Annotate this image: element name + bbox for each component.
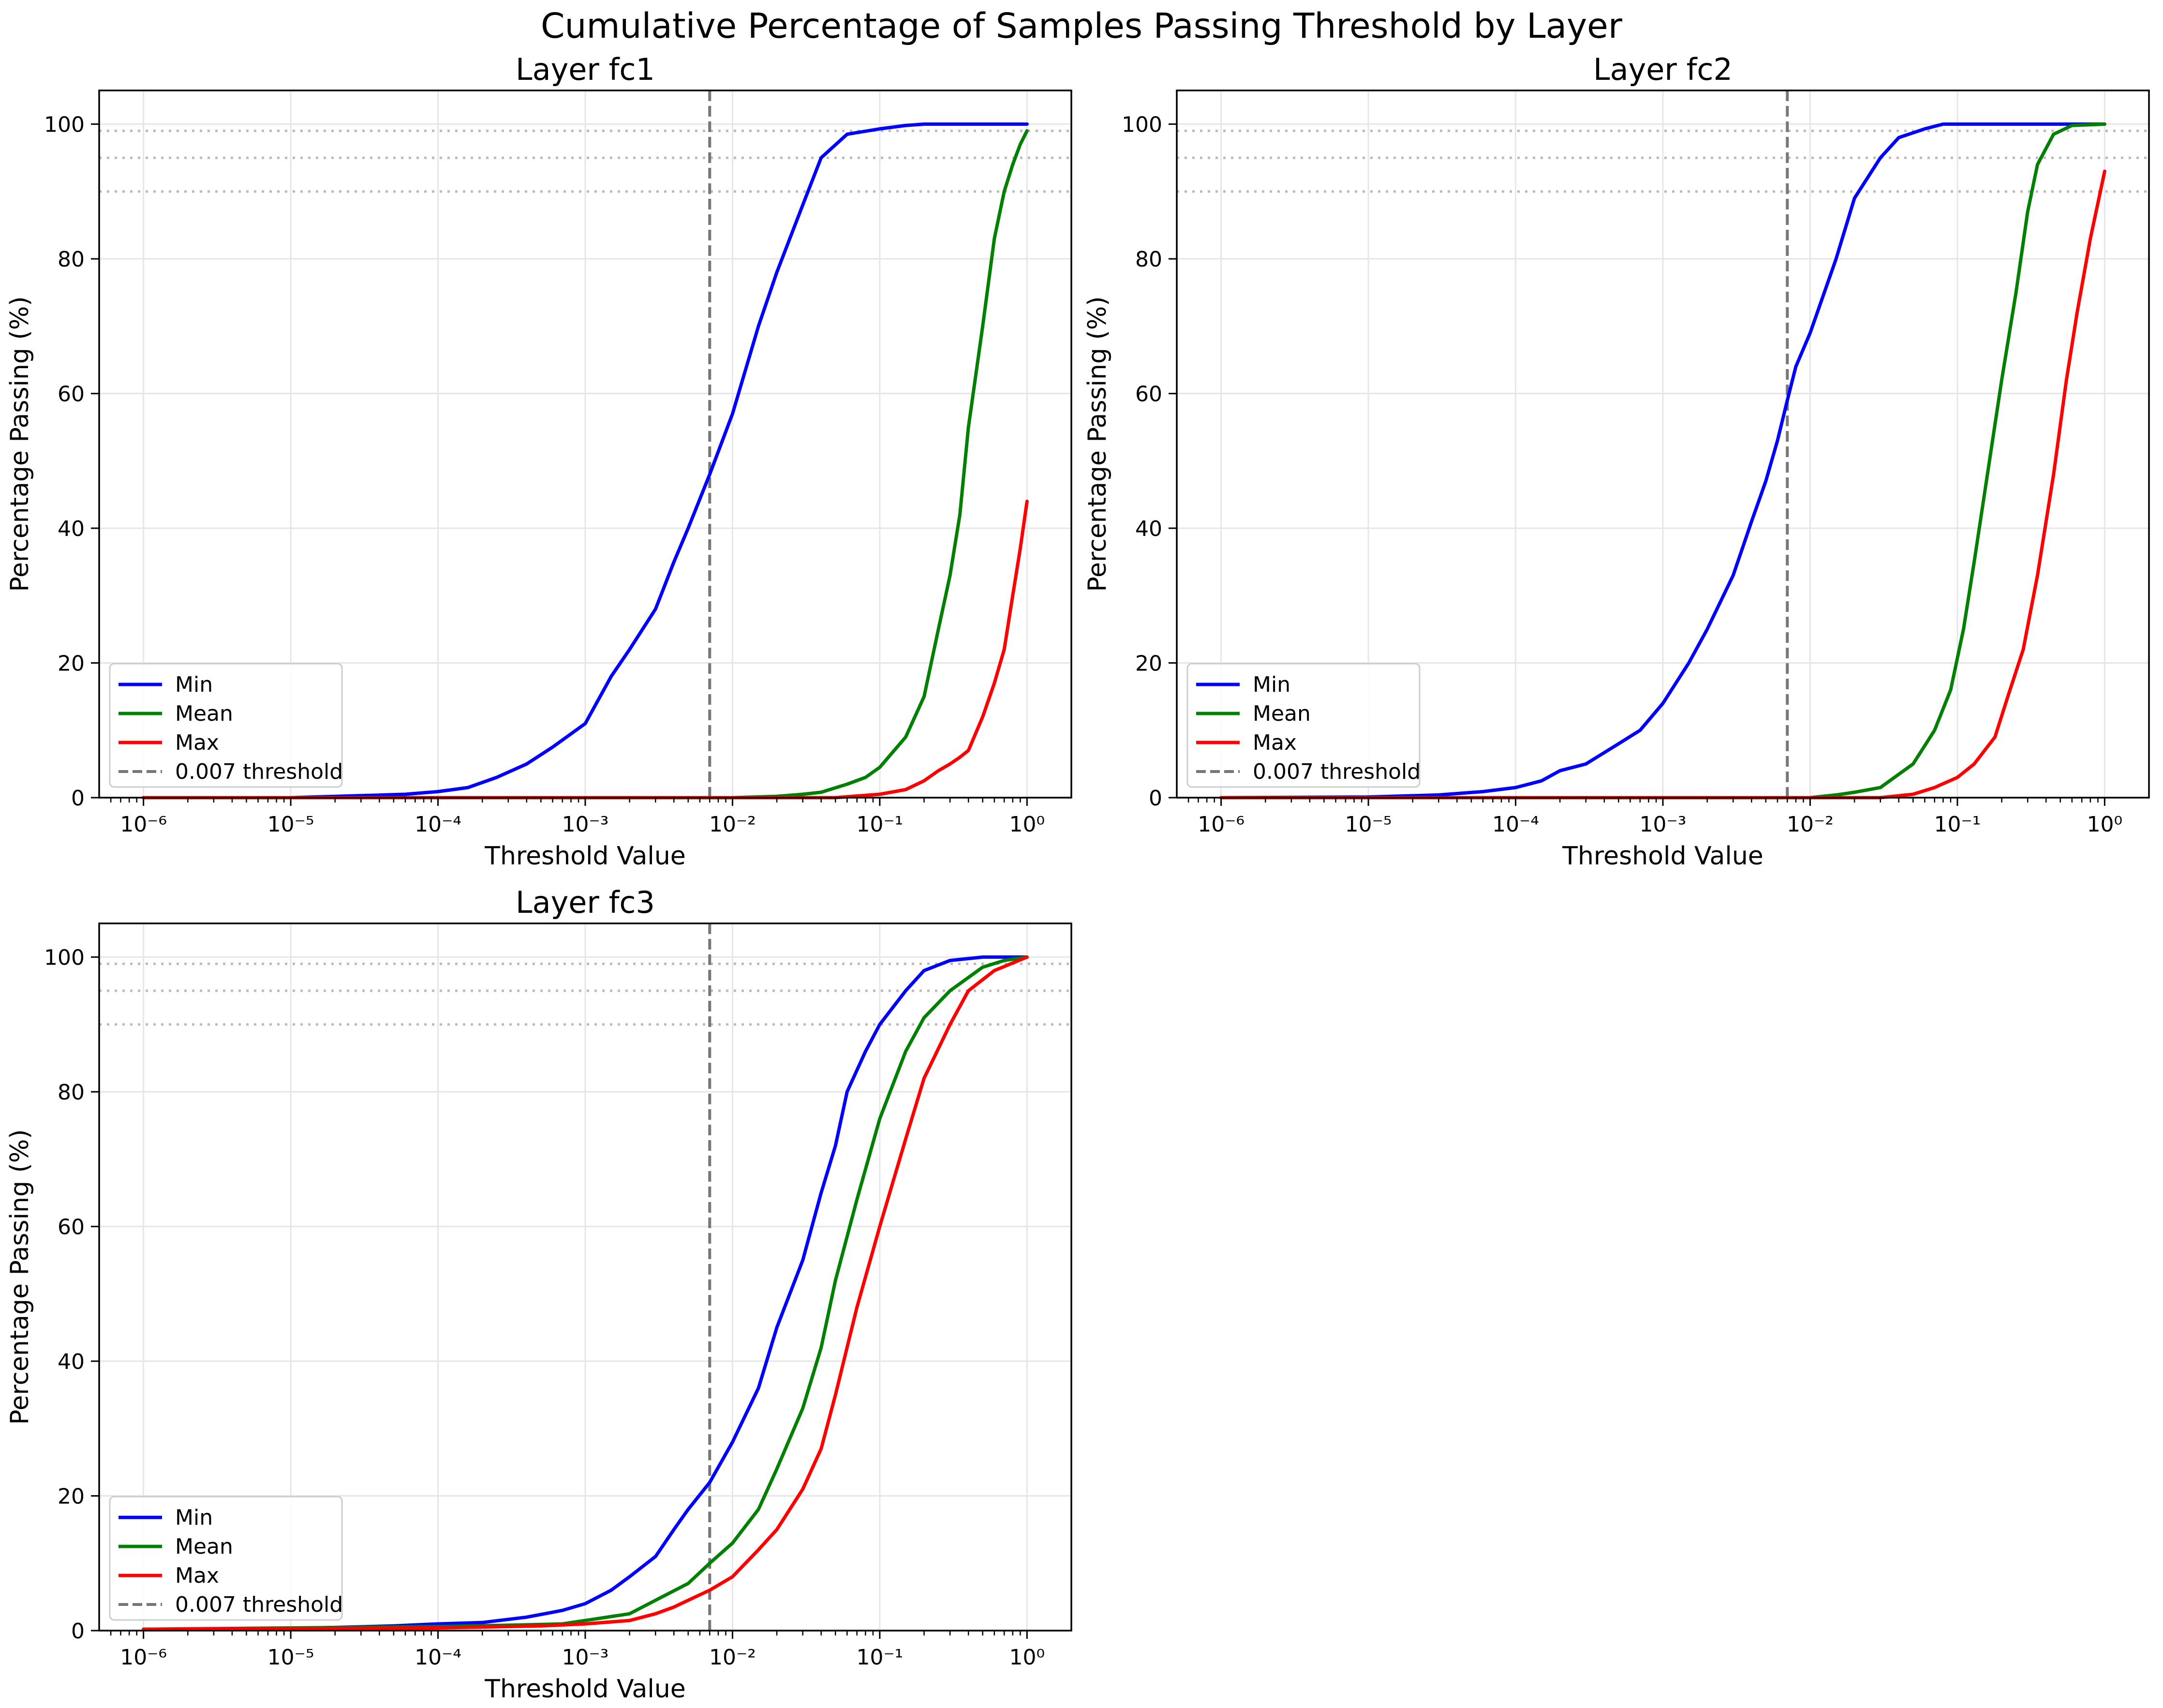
- panel-2: 10⁻⁶ 10⁻⁵ 10⁻⁴ 10⁻³ 10⁻² 10⁻¹ 10⁰ 0 20 40 60 80 100 L…: [1083, 52, 2150, 871]
- legend-label-threshold: 0.007 threshold: [175, 759, 343, 784]
- x-tick-label: 10⁻⁶: [120, 812, 167, 837]
- y-tick-label: 100: [1122, 113, 1162, 137]
- legend-box: [1186, 663, 1421, 788]
- y-tick-label: 80: [58, 1080, 85, 1105]
- x-tick-label: 10⁻³: [1640, 812, 1687, 837]
- x-tick-label: 10⁻⁴: [1492, 812, 1539, 837]
- x-tick-label: 10⁻⁶: [1198, 812, 1244, 837]
- figure-title: Cumulative Percentage of Samples Passing…: [541, 6, 1623, 46]
- x-tick-label: 10⁰: [1009, 1645, 1045, 1670]
- panel-title: Layer fc1: [516, 52, 655, 87]
- series-line-min: [142, 122, 1029, 800]
- y-tick-label: 20: [58, 1485, 85, 1509]
- series-line-max: [142, 499, 1029, 800]
- panel-title: Layer fc2: [1593, 52, 1733, 87]
- legend-label-max: Max: [175, 1563, 219, 1588]
- y-tick-label: 80: [58, 247, 85, 272]
- y-tick-label: 0: [71, 1619, 85, 1644]
- y-axis-label: Percentage Passing (%): [5, 296, 34, 592]
- panels-container: 10⁻⁶ 10⁻⁵ 10⁻⁴ 10⁻³ 10⁻² 10⁻¹ 10⁰ 0 20 40 60 80 100 L…: [5, 52, 2150, 1704]
- y-tick-label: 0: [1149, 786, 1162, 811]
- series-line-min: [1219, 122, 2106, 800]
- y-tick-label: 20: [1135, 652, 1162, 676]
- x-tick-label: 10⁻¹: [1934, 812, 1981, 837]
- x-tick-label: 10⁻²: [709, 1645, 756, 1670]
- x-tick-label: 10⁰: [1009, 812, 1045, 837]
- x-tick-label: 10⁻⁵: [1345, 812, 1392, 837]
- y-axis-label: Percentage Passing (%): [1083, 296, 1112, 592]
- legend-label-mean: Mean: [175, 701, 233, 726]
- y-tick-label: 0: [71, 786, 85, 811]
- y-axis-label: Percentage Passing (%): [5, 1129, 34, 1425]
- panel-1: 10⁻⁶ 10⁻⁵ 10⁻⁴ 10⁻³ 10⁻² 10⁻¹ 10⁰ 0 20 40 60 80 100 L…: [5, 52, 1072, 871]
- y-tick-label: 20: [58, 652, 85, 676]
- legend: Min Mean Max 0.007 threshold: [1186, 663, 1421, 788]
- y-tick-label: 100: [44, 113, 85, 137]
- y-tick-label: 80: [1135, 247, 1162, 272]
- x-tick-label: 10⁻⁴: [415, 1645, 461, 1670]
- x-tick-label: 10⁻³: [562, 812, 609, 837]
- x-tick-label: 10⁻⁵: [267, 1645, 314, 1670]
- x-tick-label: 10⁻³: [562, 1645, 609, 1670]
- legend-box: [109, 1496, 343, 1621]
- y-tick-label: 40: [58, 1350, 85, 1374]
- series-line-mean: [142, 129, 1029, 800]
- x-tick-label: 10⁻¹: [856, 1645, 903, 1670]
- legend-box: [109, 663, 343, 788]
- y-tick-label: 100: [44, 946, 85, 970]
- legend-label-max: Max: [175, 730, 219, 755]
- series-line-mean: [1219, 122, 2106, 800]
- series-line-max: [142, 955, 1029, 1631]
- y-tick-label: 60: [58, 1215, 85, 1240]
- x-tick-label: 10⁻⁴: [415, 812, 461, 837]
- panel-title: Layer fc3: [516, 885, 655, 920]
- legend: Min Mean Max 0.007 threshold: [109, 1496, 343, 1621]
- y-tick-label: 40: [1135, 517, 1162, 541]
- series-line-min: [142, 955, 1029, 1631]
- x-tick-label: 10⁻²: [709, 812, 756, 837]
- x-axis-label: Threshold Value: [1562, 842, 1763, 871]
- y-tick-label: 40: [58, 517, 85, 541]
- legend-label-mean: Mean: [1253, 701, 1311, 726]
- x-axis-label: Threshold Value: [484, 1675, 686, 1704]
- x-axis-label: Threshold Value: [484, 842, 686, 871]
- x-tick-label: 10⁰: [2087, 812, 2123, 837]
- panel-3: 10⁻⁶ 10⁻⁵ 10⁻⁴ 10⁻³ 10⁻² 10⁻¹ 10⁰ 0 20 40 60 80 100 L…: [5, 885, 1072, 1704]
- legend-label-max: Max: [1253, 730, 1297, 755]
- legend-label-mean: Mean: [175, 1534, 233, 1559]
- y-tick-label: 60: [58, 382, 85, 407]
- legend-label-min: Min: [175, 1505, 213, 1530]
- x-tick-label: 10⁻⁵: [267, 812, 314, 837]
- legend-label-min: Min: [175, 672, 213, 697]
- x-tick-label: 10⁻⁶: [120, 1645, 167, 1670]
- series-line-mean: [142, 955, 1029, 1631]
- legend-label-min: Min: [1253, 672, 1290, 697]
- legend: Min Mean Max 0.007 threshold: [109, 663, 343, 788]
- legend-label-threshold: 0.007 threshold: [1253, 759, 1421, 784]
- x-tick-label: 10⁻¹: [856, 812, 903, 837]
- x-tick-label: 10⁻²: [1787, 812, 1834, 837]
- legend-label-threshold: 0.007 threshold: [175, 1592, 343, 1617]
- y-tick-label: 60: [1135, 382, 1162, 407]
- series-line-max: [1219, 169, 2106, 800]
